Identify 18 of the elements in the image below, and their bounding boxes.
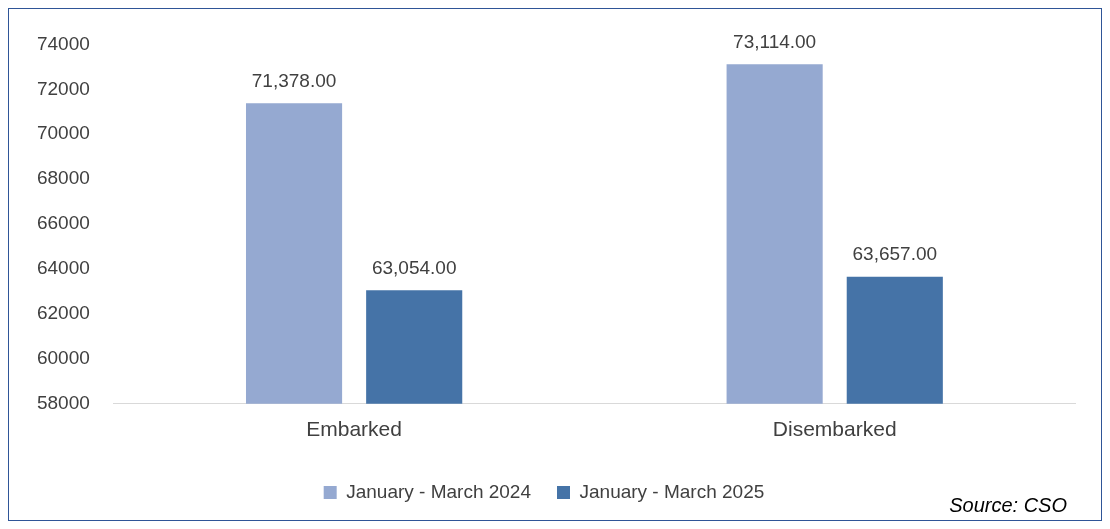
- y-tick-label: 72000: [36, 77, 90, 99]
- y-tick-label: 66000: [36, 212, 90, 234]
- x-tick-label: Disembarked: [772, 417, 897, 441]
- y-tick-label: 58000: [36, 392, 90, 414]
- data-label: 73,114.00: [733, 31, 817, 53]
- data-label: 71,378.00: [251, 70, 337, 92]
- x-tick-label: Embarked: [306, 417, 402, 441]
- y-tick-label: 60000: [36, 347, 90, 369]
- legend-label: January - March 2025: [579, 480, 765, 502]
- data-label: 63,657.00: [852, 243, 938, 265]
- data-label: 63,054.00: [371, 257, 457, 279]
- y-tick-label: 74000: [36, 32, 90, 54]
- y-tick-label: 70000: [36, 122, 90, 144]
- source-note: Source: CSO: [949, 493, 1067, 516]
- y-tick-label: 68000: [36, 167, 90, 189]
- y-tick-label: 62000: [36, 302, 90, 324]
- legend-label: January - March 2024: [346, 480, 532, 502]
- y-tick-label: 64000: [36, 257, 90, 279]
